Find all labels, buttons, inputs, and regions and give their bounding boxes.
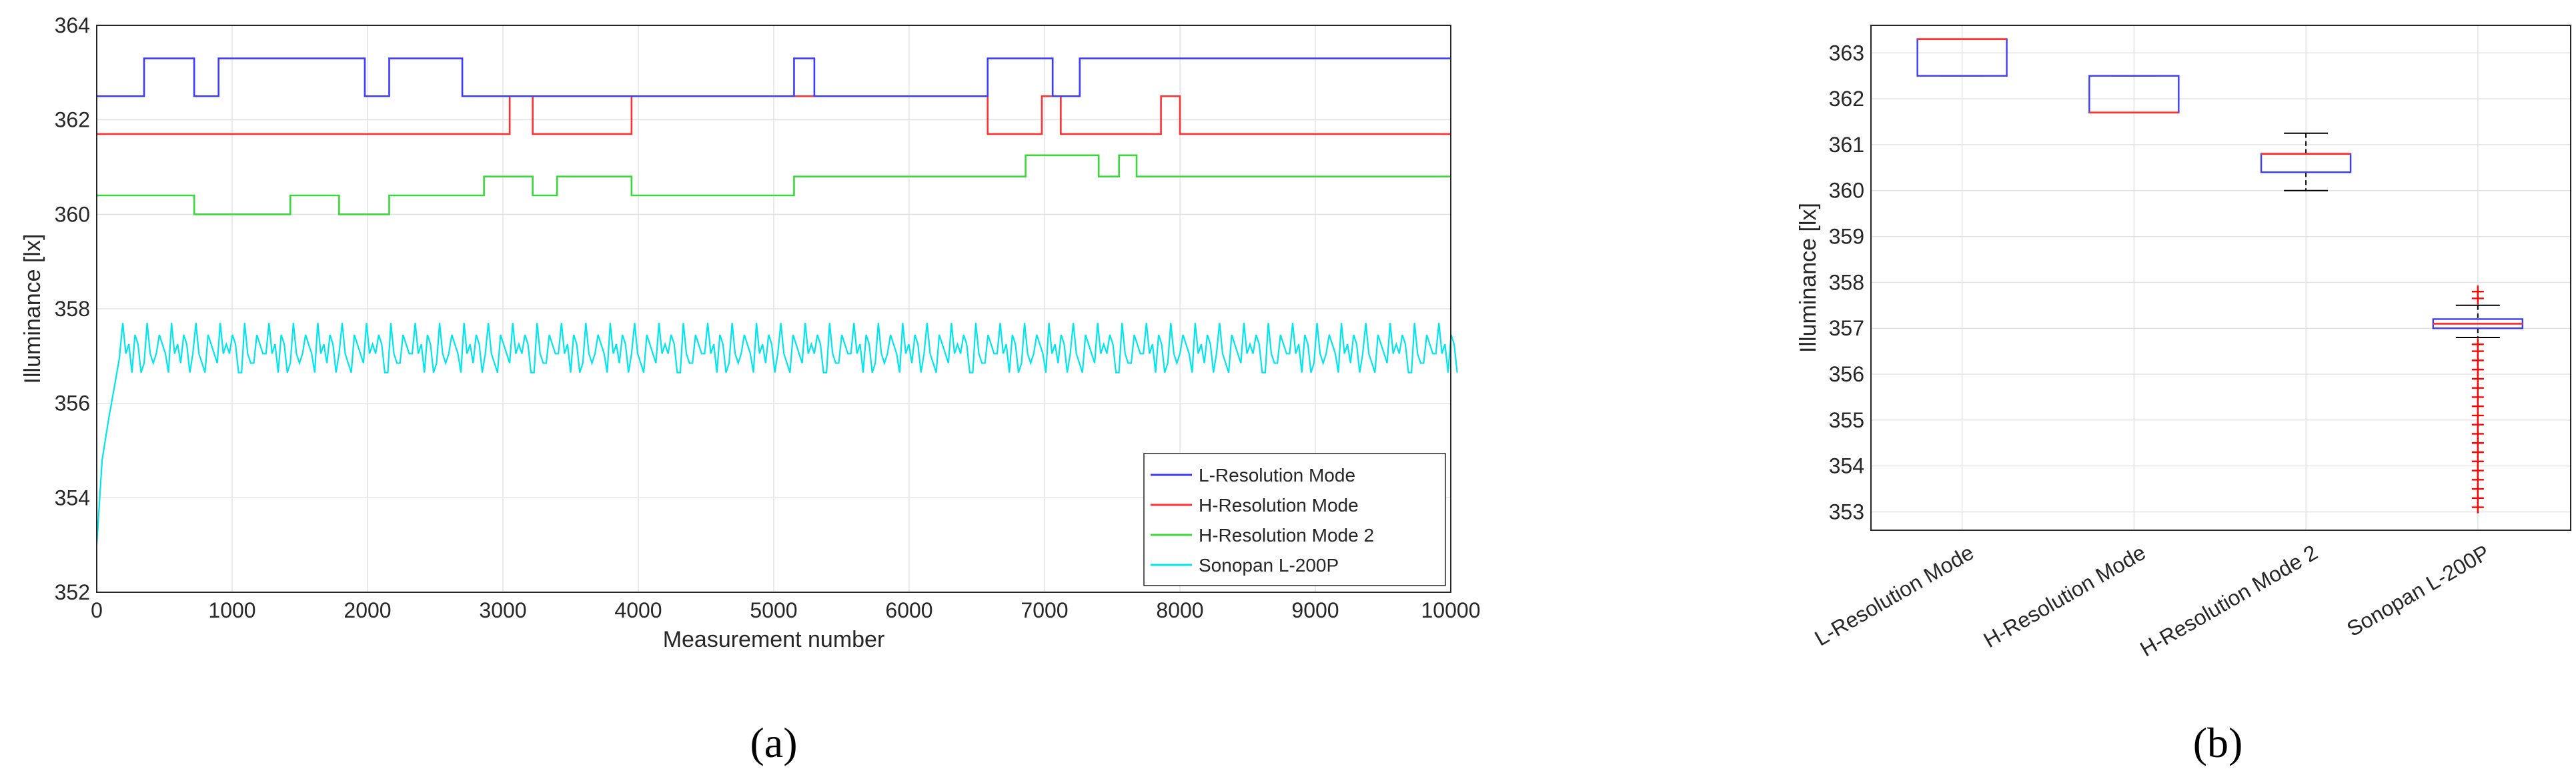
y-tick-label: 354 [55, 486, 90, 510]
y-tick-label: 358 [1829, 270, 1864, 294]
panel-label-b: (b) [2193, 719, 2243, 766]
panel-label-a: (a) [750, 719, 797, 766]
y-tick-label: 362 [1829, 87, 1864, 111]
y-tick-label: 357 [1829, 316, 1864, 340]
y-tick-label: 362 [55, 108, 90, 132]
x-tick-labels: 0 1000 2000 3000 4000 5000 6000 7000 8000 9000 100… [91, 598, 1480, 622]
legend-entry: H-Resolution Mode 2 [1199, 525, 1374, 546]
legend-box [1143, 453, 1446, 586]
category-label: H-Resolution Mode [1980, 540, 2150, 652]
category-labels: L-Resolution Mode H-Resolution ModeH-Reso… [1810, 540, 2493, 661]
y-axis-label: Illuminance [lx] [20, 234, 45, 384]
y-tick-label: 354 [1829, 454, 1864, 478]
plot-frame [1870, 25, 2571, 531]
box-2 [2260, 132, 2352, 191]
outlier-marker [2471, 338, 2484, 351]
boxes-group [1916, 38, 2524, 514]
y-tick-labels: 353 354 355 356 357 358 359 360 361 362 363 [1829, 41, 1864, 524]
x-tick-label: 9000 [1291, 598, 1339, 622]
x-tick-label: 3000 [479, 598, 526, 622]
y-tick-label: 356 [55, 392, 90, 416]
y-tick-label: 363 [1829, 41, 1864, 65]
y-tick-label: 359 [1829, 225, 1864, 249]
y-axis-label: Illuminance [lx] [1796, 203, 1821, 353]
y-tick-label: 360 [1829, 179, 1864, 203]
x-tick-label: 2000 [344, 598, 391, 622]
y-tick-label: 355 [1829, 408, 1864, 432]
x-tick-label: 4000 [614, 598, 662, 622]
x-tick-label: 6000 [885, 598, 932, 622]
legend: L-Resolution Mode H-Resolution Mode H-Reso… [1143, 453, 1446, 586]
x-tick-label: 5000 [750, 598, 797, 622]
y-tick-label: 352 [55, 580, 90, 604]
series-l-resolution-mode [97, 57, 1451, 97]
y-tick-label: 364 [55, 13, 90, 37]
x-tick-label: 7000 [1021, 598, 1068, 622]
y-tick-label: 360 [55, 202, 90, 226]
series-sonopan-l-200p [95, 323, 1458, 546]
box-1 [2088, 75, 2180, 114]
x-tick-label: 10000 [1421, 598, 1481, 622]
box-0 [1916, 38, 2008, 77]
y-tick-label: 358 [55, 297, 90, 321]
series-group [95, 57, 1458, 546]
line-chart: 0 1000 2000 3000 4000 5000 6000 7000 8000 9000 100… [20, 13, 1480, 652]
series-h-resolution-mode-2 [97, 154, 1451, 215]
y-tick-label: 361 [1829, 133, 1864, 157]
legend-entry: L-Resolution Mode [1199, 465, 1355, 486]
y-tick-label: 356 [1829, 362, 1864, 386]
outlier-marker [2471, 285, 2484, 298]
grid-lines [1871, 25, 2571, 530]
legend-entry: Sonopan L-200P [1199, 555, 1339, 576]
x-axis-label: Measurement number [663, 627, 885, 652]
y-tick-label: 353 [1829, 500, 1864, 524]
y-tick-labels: 352 354 356 358 360 362 364 [55, 13, 90, 604]
legend-entry: H-Resolution Mode [1199, 495, 1359, 516]
category-label: H-Resolution Mode 2 [2136, 540, 2321, 661]
x-tick-label: 8000 [1156, 598, 1203, 622]
x-tick-label: 0 [91, 598, 103, 622]
plot-frame [96, 25, 1451, 593]
category-label: L-Resolution Mode [1810, 540, 1978, 650]
category-label: Sonopan L-200P [2343, 540, 2493, 641]
box-3 [2432, 285, 2524, 514]
box-chart: 353 354 355 356 357 358 359 360 361 362 363 L-Reso… [1796, 25, 2571, 661]
x-tick-label: 1000 [208, 598, 255, 622]
